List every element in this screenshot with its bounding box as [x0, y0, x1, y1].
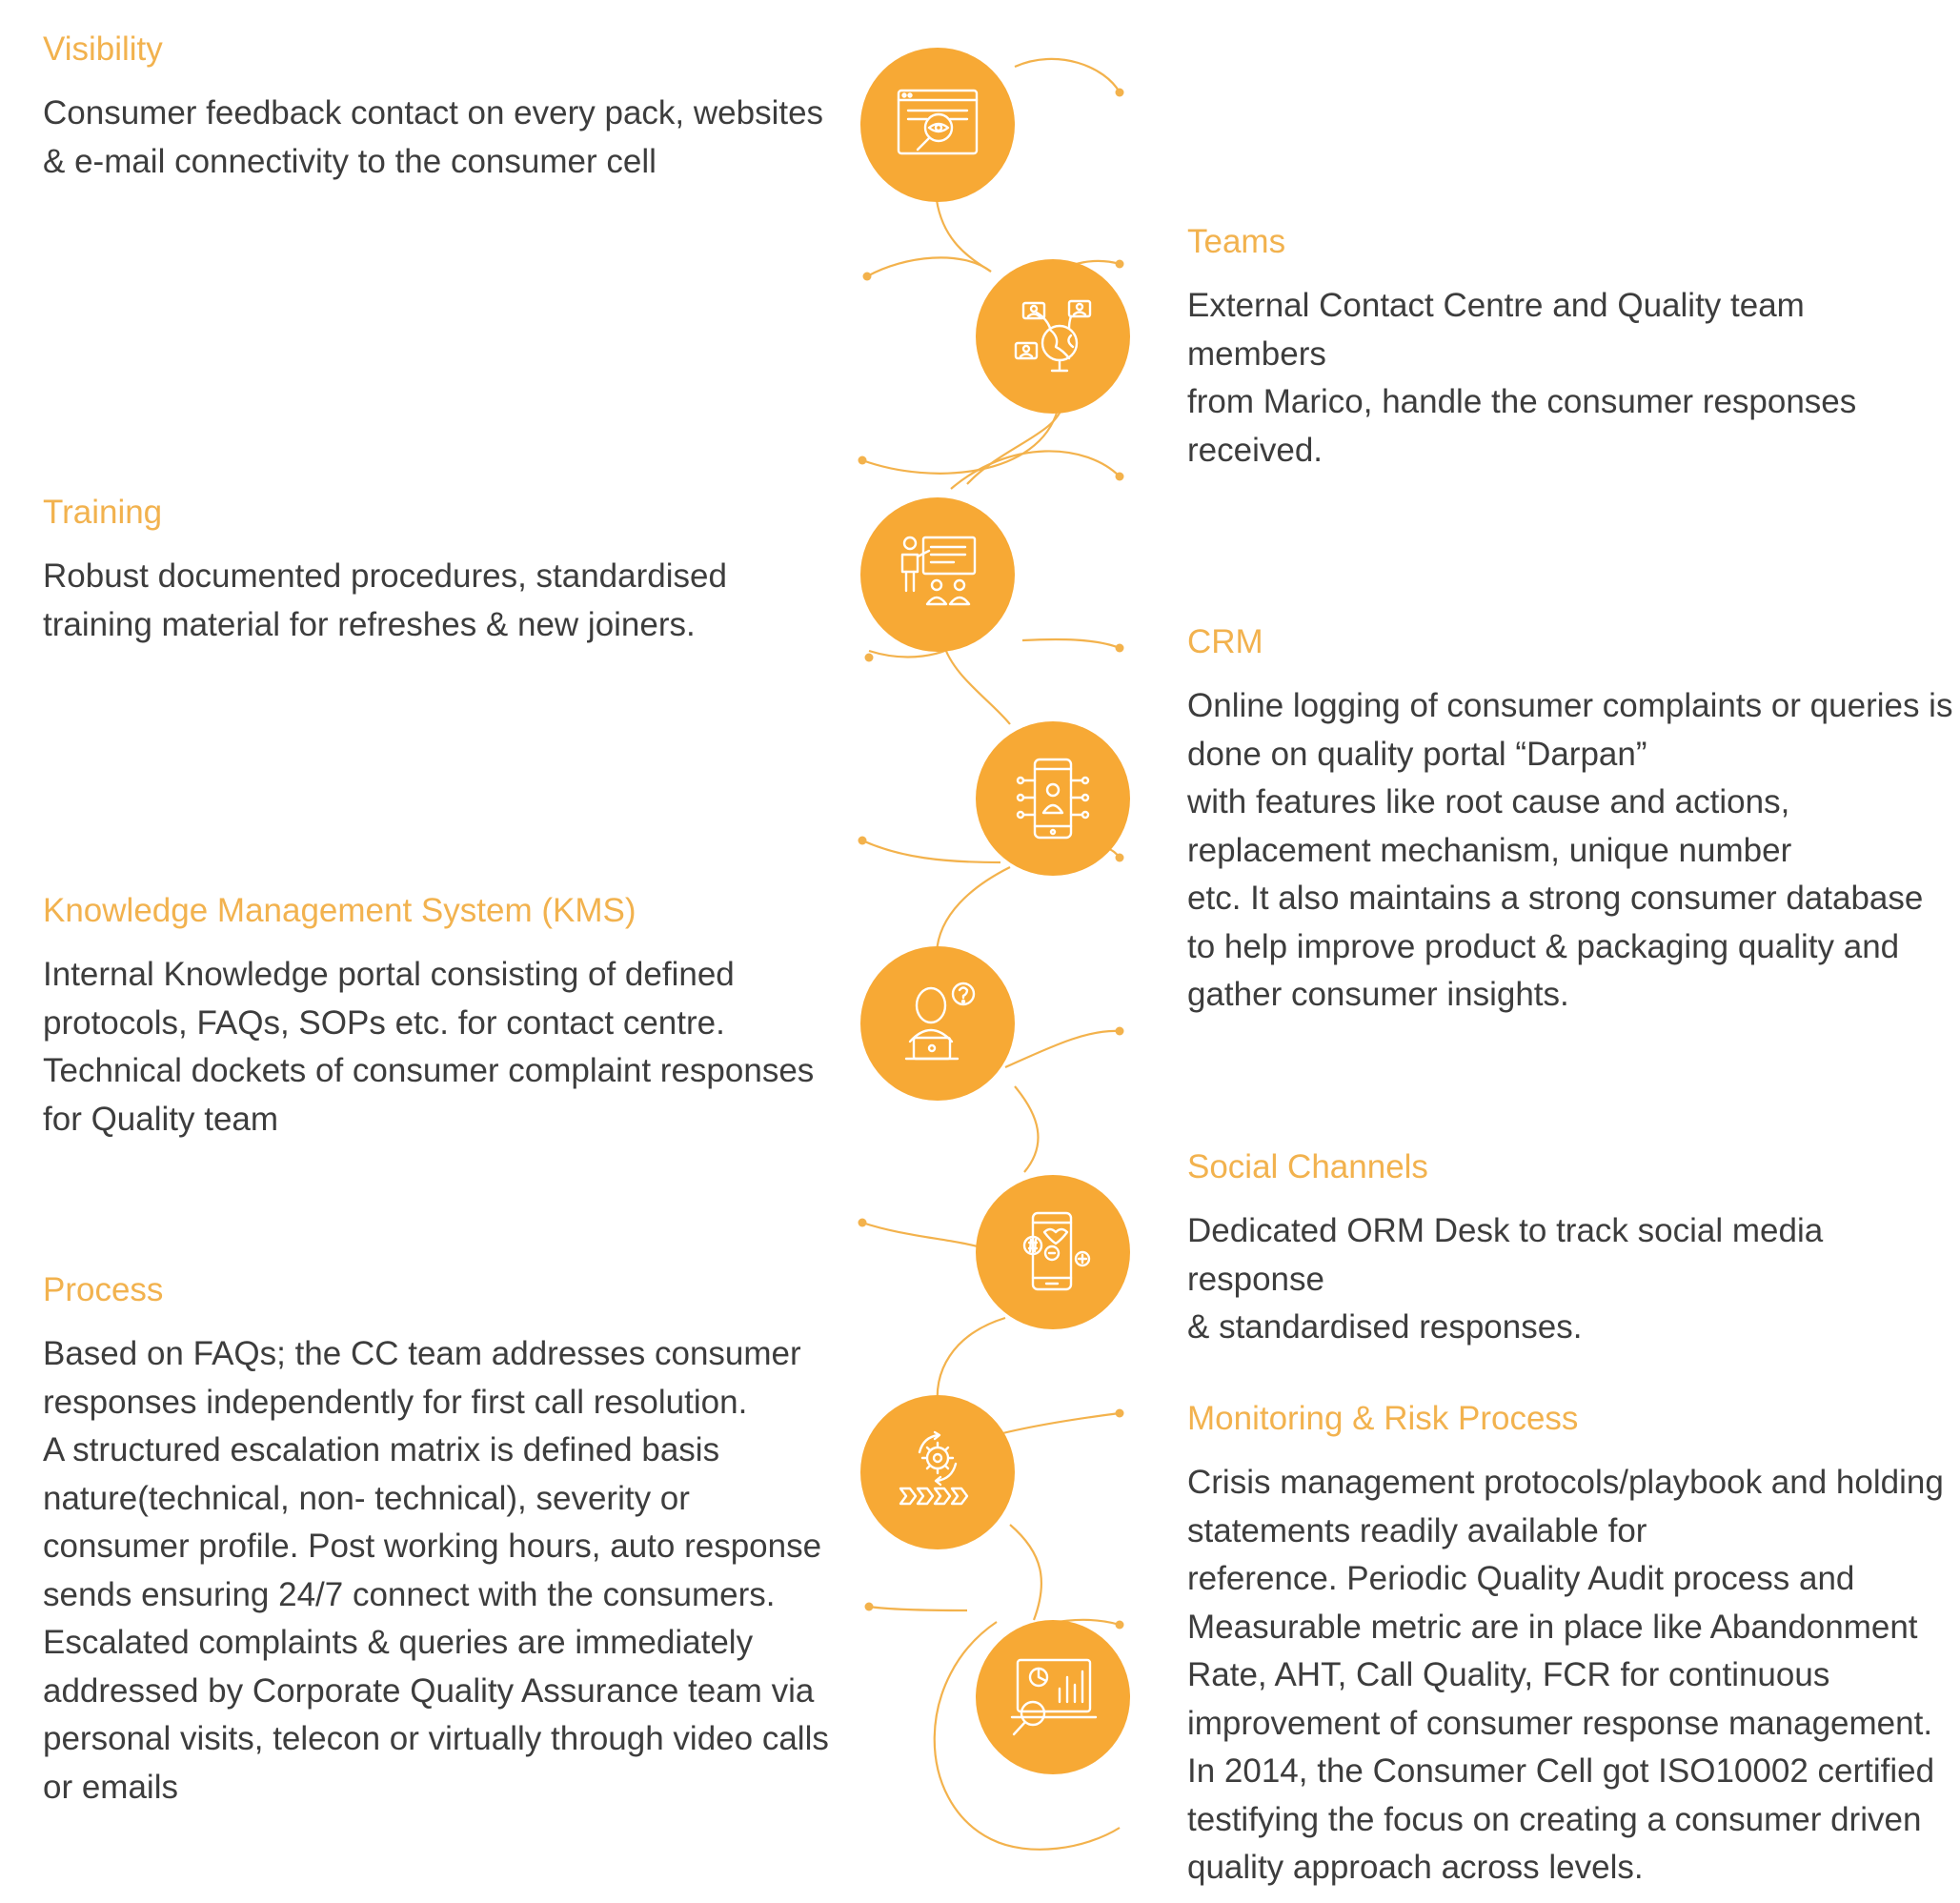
- process-node: [860, 1395, 1015, 1549]
- visibility-node: [860, 48, 1015, 202]
- social-channels-block: Social Channels Dedicated ORM Desk to tr…: [1187, 1146, 1954, 1352]
- process-gear-arrows-icon: [899, 1430, 969, 1506]
- process-title: Process: [43, 1271, 164, 1308]
- social-channels-title: Social Channels: [1187, 1148, 1428, 1185]
- teams-node: [976, 259, 1130, 414]
- training-node: [860, 497, 1015, 652]
- social-media-phone-icon: [1022, 1211, 1091, 1291]
- monitoring-risk-body: Crisis management protocols/playbook and…: [1187, 1464, 1944, 1886]
- visibility-body: Consumer feedback contact on every pack,…: [43, 94, 824, 180]
- person-question-laptop-icon: [904, 982, 976, 1061]
- visibility-block: Visibility Consumer feedback contact on …: [43, 29, 824, 186]
- browser-eye-search-icon: [897, 89, 979, 155]
- monitoring-risk-node: [976, 1620, 1130, 1774]
- kms-title: Knowledge Management System (KMS): [43, 892, 636, 929]
- teams-body: External Contact Centre and Quality team…: [1187, 287, 1857, 469]
- process-block: Process Based on FAQs; the CC team addre…: [43, 1269, 834, 1812]
- process-body: Based on FAQs; the CC team addresses con…: [43, 1335, 829, 1806]
- monitoring-risk-block: Monitoring & Risk Process Crisis managem…: [1187, 1398, 1954, 1893]
- crm-body: Online logging of consumer complaints or…: [1187, 687, 1953, 1013]
- training-body: Robust documented procedures, standardis…: [43, 557, 727, 643]
- visibility-title: Visibility: [43, 30, 163, 68]
- social-channels-node: [976, 1175, 1130, 1329]
- monitoring-risk-title: Monitoring & Risk Process: [1187, 1400, 1579, 1437]
- crm-node: [976, 721, 1130, 876]
- trainer-presentation-icon: [900, 536, 977, 606]
- kms-node: [860, 946, 1015, 1101]
- teams-block: Teams External Contact Centre and Qualit…: [1187, 221, 1950, 475]
- mobile-user-crm-icon: [1016, 758, 1090, 840]
- training-block: Training Robust documented procedures, s…: [43, 492, 824, 649]
- crm-block: CRM Online logging of consumer complaint…: [1187, 621, 1954, 1020]
- kms-block: Knowledge Management System (KMS) Intern…: [43, 890, 824, 1144]
- crm-title: CRM: [1187, 623, 1263, 660]
- team-globe-icon: [1014, 299, 1092, 373]
- analytics-dashboard-search-icon: [1010, 1658, 1098, 1736]
- social-channels-body: Dedicated ORM Desk to track social media…: [1187, 1212, 1824, 1346]
- kms-body: Internal Knowledge portal consisting of …: [43, 956, 815, 1138]
- teams-title: Teams: [1187, 223, 1286, 260]
- training-title: Training: [43, 494, 163, 531]
